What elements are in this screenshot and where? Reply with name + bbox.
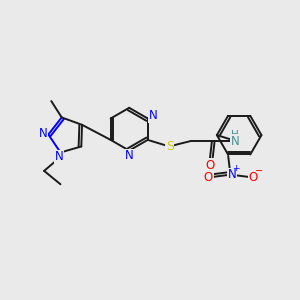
Text: O: O [205,159,214,172]
Text: N: N [227,168,236,181]
Text: O: O [204,170,213,184]
Text: O: O [249,170,258,184]
Text: N: N [39,127,47,140]
Text: N: N [149,109,158,122]
Text: −: − [255,166,263,176]
Text: +: + [232,164,239,172]
Text: N: N [55,150,63,164]
Text: N: N [230,135,239,148]
Text: N: N [125,149,134,162]
Text: S: S [166,140,174,153]
Text: H: H [231,130,239,140]
